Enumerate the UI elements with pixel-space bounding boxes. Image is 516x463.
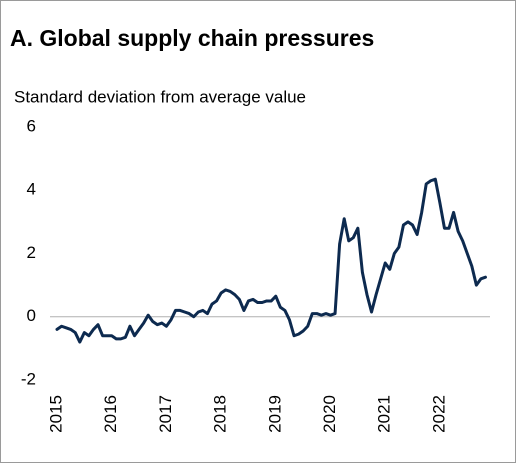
x-tick-label: 2019: [265, 395, 284, 433]
chart-subtitle: Standard deviation from average value: [14, 87, 306, 106]
x-tick-label: 2015: [46, 395, 65, 433]
chart-title: A. Global supply chain pressures: [10, 25, 374, 51]
y-tick-label: -2: [21, 369, 36, 388]
y-tick-label: 2: [27, 243, 36, 262]
y-tick-label: 0: [27, 306, 36, 325]
x-tick-label: 2020: [320, 395, 339, 433]
x-tick-label: 2017: [156, 395, 175, 433]
y-tick-label: 6: [27, 116, 36, 135]
x-tick-label: 2022: [429, 395, 448, 433]
y-tick-label: 4: [27, 180, 36, 199]
x-tick-label: 2018: [211, 395, 230, 433]
x-tick-label: 2021: [375, 395, 394, 433]
x-tick-label: 2016: [101, 395, 120, 433]
line: [55, 177, 487, 344]
